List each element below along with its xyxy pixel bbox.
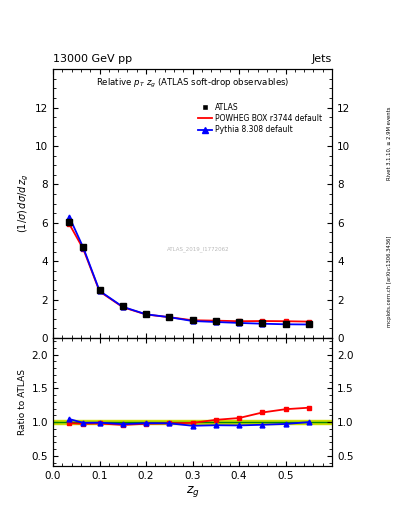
X-axis label: $z_g$: $z_g$	[185, 483, 200, 499]
Legend: ATLAS, POWHEG BOX r3744 default, Pythia 8.308 default: ATLAS, POWHEG BOX r3744 default, Pythia …	[195, 100, 325, 138]
Text: Relative $p_T$ $z_g$ (ATLAS soft-drop observables): Relative $p_T$ $z_g$ (ATLAS soft-drop ob…	[96, 77, 289, 90]
Text: ATLAS_2019_I1772062: ATLAS_2019_I1772062	[167, 246, 230, 252]
Y-axis label: Ratio to ATLAS: Ratio to ATLAS	[18, 369, 28, 435]
Text: 13000 GeV pp: 13000 GeV pp	[53, 54, 132, 64]
Y-axis label: $(1/\sigma)\,d\sigma/d\,z_g$: $(1/\sigma)\,d\sigma/d\,z_g$	[17, 174, 31, 233]
Text: mcplots.cern.ch [arXiv:1306.3436]: mcplots.cern.ch [arXiv:1306.3436]	[387, 236, 392, 327]
Text: Jets: Jets	[312, 54, 332, 64]
Text: Rivet 3.1.10, ≥ 2.9M events: Rivet 3.1.10, ≥ 2.9M events	[387, 106, 392, 180]
